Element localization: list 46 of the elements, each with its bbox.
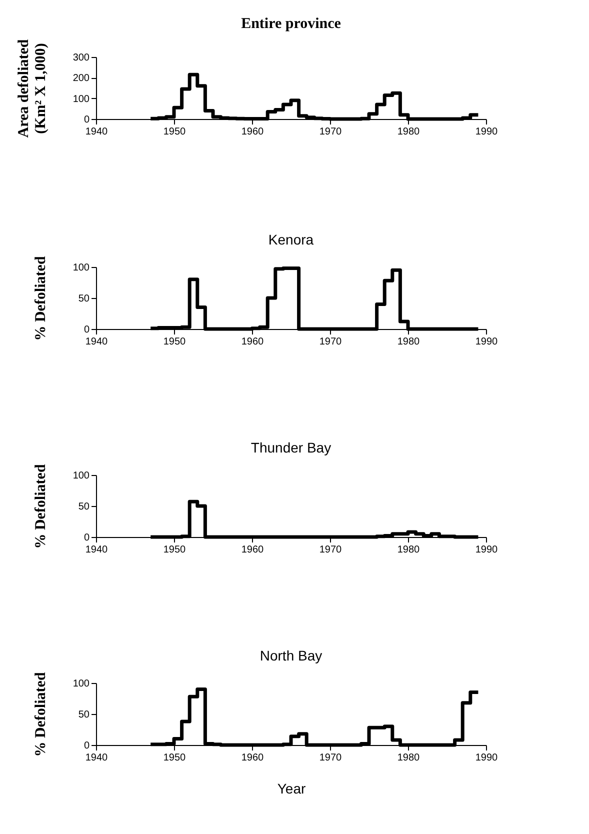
y-tick-label: 100 — [72, 470, 90, 482]
x-tick-label: 1990 — [475, 544, 498, 556]
x-tick-label: 1990 — [475, 126, 498, 138]
x-tick-label: 1980 — [397, 544, 420, 556]
chart-title: Kenora — [268, 232, 314, 248]
x-tick-label: 1940 — [85, 336, 108, 348]
x-tick-label: 1970 — [319, 544, 342, 556]
y-tick-label: 100 — [72, 94, 90, 105]
x-tick-label: 1990 — [475, 752, 498, 764]
y-axis-title: % Defoliated — [32, 464, 49, 549]
y-axis-title: % Defoliated — [32, 672, 49, 757]
y-tick-label: 50 — [78, 710, 90, 720]
x-tick-label: 1940 — [85, 752, 108, 764]
x-tick-label: 1950 — [163, 544, 186, 556]
y-axis-title: % Defoliated — [32, 256, 49, 341]
x-tick-label: 1940 — [85, 544, 108, 556]
x-tick-label: 1980 — [397, 752, 420, 764]
x-tick-label: 1990 — [475, 336, 498, 348]
chart-title: Entire province — [241, 16, 342, 32]
x-axis-title: Year — [277, 780, 306, 796]
y-tick-label: 50 — [78, 502, 90, 512]
chart-title: North Bay — [260, 648, 322, 664]
x-tick-label: 1950 — [163, 336, 186, 348]
y-tick-label: 100 — [72, 262, 90, 274]
x-tick-label: 1970 — [319, 126, 342, 138]
x-tick-label: 1960 — [241, 126, 264, 138]
x-tick-label: 1940 — [85, 126, 108, 138]
y-tick-label: 100 — [72, 678, 90, 690]
x-tick-label: 1960 — [241, 336, 264, 348]
x-tick-label: 1960 — [241, 544, 264, 556]
y-axis-title: Area defoliated (Km² X 1,000) — [16, 38, 49, 138]
x-tick-label: 1950 — [163, 126, 186, 138]
chart-title: Thunder Bay — [250, 440, 332, 456]
x-tick-label: 1950 — [163, 752, 186, 764]
y-tick-label: 0 — [84, 114, 90, 126]
y-tick-label: 0 — [84, 532, 90, 544]
x-tick-label: 1980 — [397, 336, 420, 348]
x-tick-label: 1960 — [241, 752, 264, 764]
y-tick-label: 0 — [84, 324, 90, 336]
y-tick-label: 200 — [72, 73, 90, 84]
y-tick-label: 50 — [78, 294, 90, 304]
x-tick-label: 1970 — [319, 752, 342, 764]
y-tick-label: 0 — [84, 740, 90, 752]
x-tick-label: 1980 — [397, 126, 420, 138]
x-tick-label: 1970 — [319, 336, 342, 348]
y-tick-label: 300 — [72, 52, 90, 64]
